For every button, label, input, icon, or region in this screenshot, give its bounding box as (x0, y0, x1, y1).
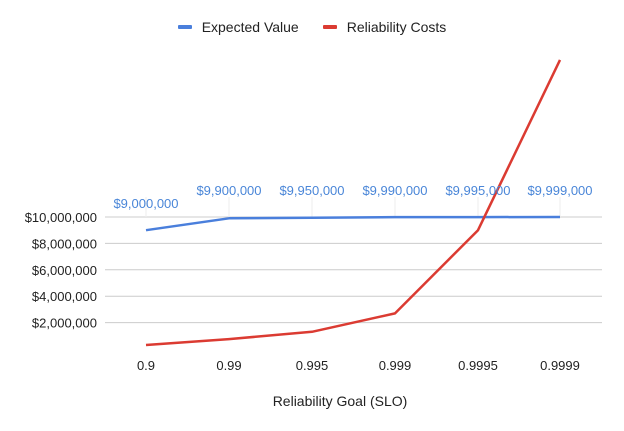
legend-item-expected-value[interactable]: Expected Value (177, 19, 299, 35)
data-label: $9,900,000 (196, 183, 261, 198)
data-labels: $9,000,000 $9,900,000 $9,950,000 $9,990,000… (113, 183, 592, 211)
data-label: $9,995,000 (445, 183, 510, 198)
data-label: $9,000,000 (113, 196, 178, 211)
y-tick-label: $6,000,000 (32, 263, 97, 278)
chart-legend: Expected Value Reliability Costs (0, 19, 624, 35)
expected-value-line[interactable] (145, 215, 561, 232)
legend-label: Expected Value (201, 19, 299, 35)
y-axis: $2,000,000 $4,000,000 $6,000,000 $8,000,000… (25, 210, 97, 331)
reliability-costs-line[interactable] (145, 59, 562, 347)
x-axis-title: Reliability Goal (SLO) (273, 393, 408, 409)
x-tick-label: 0.9999 (540, 358, 580, 373)
data-label: $9,990,000 (362, 183, 427, 198)
y-tick-label: $10,000,000 (25, 210, 97, 225)
x-tick-label: 0.9 (137, 358, 155, 373)
x-tick-label: 0.999 (379, 358, 412, 373)
legend-item-reliability-costs[interactable]: Reliability Costs (322, 19, 447, 35)
y-tick-label: $8,000,000 (32, 236, 97, 251)
y-tick-label: $2,000,000 (32, 316, 97, 331)
x-tick-label: 0.995 (296, 358, 329, 373)
data-label: $9,999,000 (527, 183, 592, 198)
series-lines (145, 59, 562, 347)
x-tick-label: 0.99 (216, 358, 241, 373)
legend-label: Reliability Costs (346, 19, 447, 35)
y-tick-label: $4,000,000 (32, 289, 97, 304)
x-tick-label: 0.9995 (458, 358, 498, 373)
x-axis: 0.9 0.99 0.995 0.999 0.9995 0.9999 (137, 358, 580, 373)
reliability-costs-swatch-icon (322, 25, 337, 29)
data-label: $9,950,000 (279, 183, 344, 198)
expected-value-swatch-icon (177, 25, 192, 29)
